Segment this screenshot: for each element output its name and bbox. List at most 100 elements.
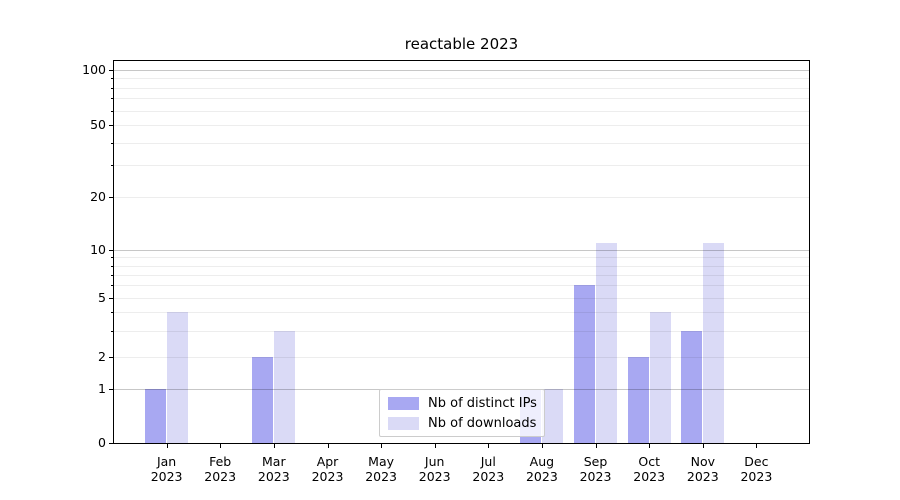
y-tick-label: 20 [90, 189, 106, 204]
x-tick-label-line: 2023 [257, 469, 290, 484]
bar-downloads [596, 242, 617, 443]
y-tick-mark [109, 298, 113, 299]
x-tick-label-line: Mar [262, 454, 286, 469]
x-tick-label-line: 2023 [525, 469, 558, 484]
gridline-minor [114, 330, 809, 332]
y-minor-tick-mark [111, 142, 113, 144]
x-tick-label-line: 2023 [204, 469, 237, 484]
x-tick-label-line: Sep [583, 454, 608, 469]
x-tick-mark [166, 444, 168, 448]
x-tick-mark [756, 444, 758, 448]
x-tick-label: Nov 2023 [675, 454, 731, 484]
x-tick-label-line: 2023 [579, 469, 612, 484]
bar-distinct-ips [252, 357, 274, 443]
x-tick-label-line: Aug [529, 454, 555, 469]
y-tick-label: 5 [98, 290, 106, 305]
x-tick-label-line: Apr [316, 454, 339, 469]
y-tick-mark [109, 197, 113, 198]
gridline-minor [114, 285, 809, 287]
x-tick-label: Jan 2023 [139, 454, 195, 484]
y-minor-tick-mark [111, 78, 113, 80]
y-minor-tick-mark [111, 165, 113, 167]
x-tick-label-line: Feb [209, 454, 232, 469]
bar-distinct-ips [574, 285, 595, 443]
y-minor-tick-mark [111, 265, 113, 267]
legend: Nb of distinct IPs Nb of downloads [379, 389, 545, 437]
bar-downloads [703, 242, 725, 443]
gridline-major [114, 250, 809, 251]
bar-distinct-ips [627, 357, 649, 443]
y-tick-mark [109, 389, 113, 390]
y-tick-label: 1 [98, 381, 106, 396]
x-tick-mark [220, 444, 222, 448]
gridline-minor [114, 257, 809, 259]
gridline-minor [114, 78, 809, 80]
gridline-minor [114, 265, 809, 267]
x-tick-label-line: 2023 [472, 469, 505, 484]
x-tick-label-line: Jun [424, 454, 445, 469]
x-tick-label-line: Jul [480, 454, 496, 469]
x-tick-label: Feb 2023 [192, 454, 248, 484]
x-tick-label-line: 2023 [150, 469, 183, 484]
x-tick-label-line: 2023 [365, 469, 397, 484]
x-tick-label-line: Nov [690, 454, 715, 469]
gridline-minor [114, 142, 809, 144]
x-tick-label-line: 2023 [311, 469, 344, 484]
x-tick-label: Apr 2023 [300, 454, 356, 484]
x-tick-label-line: Oct [638, 454, 660, 469]
x-tick-mark [434, 444, 436, 448]
x-tick-label-line: 2023 [686, 469, 719, 484]
bar-downloads [542, 389, 564, 443]
x-tick-label: Mar 2023 [246, 454, 302, 484]
gridline-minor [114, 298, 809, 299]
legend-label: Nb of downloads [428, 415, 537, 431]
bar-distinct-ips [145, 389, 167, 443]
y-minor-tick-mark [111, 87, 113, 89]
y-tick-label: 2 [98, 349, 106, 364]
gridline-minor [114, 357, 809, 358]
x-tick-label: Jun 2023 [407, 454, 463, 484]
y-tick-label: 10 [90, 242, 106, 257]
y-tick-mark [109, 250, 113, 251]
x-tick-mark [702, 444, 704, 448]
gridline-major [114, 70, 809, 71]
legend-entry-distinct-ips: Nb of distinct IPs [388, 395, 537, 411]
x-tick-label-line: May [368, 454, 395, 469]
x-tick-mark [273, 444, 275, 448]
x-tick-label: Sep 2023 [568, 454, 624, 484]
x-tick-label: Aug 2023 [514, 454, 570, 484]
x-tick-mark [381, 444, 383, 448]
x-tick-mark [649, 444, 651, 448]
x-tick-mark [595, 444, 597, 448]
x-tick-label: Dec 2023 [728, 454, 784, 484]
y-minor-tick-mark [111, 330, 113, 332]
x-tick-label-line: Dec [744, 454, 769, 469]
x-tick-mark [541, 444, 543, 448]
y-tick-label: 0 [98, 435, 106, 450]
legend-entry-downloads: Nb of downloads [388, 416, 536, 431]
x-tick-mark [488, 444, 490, 448]
x-tick-label-line: 2023 [418, 469, 451, 484]
bar-downloads [649, 312, 671, 443]
legend-swatch-downloads [388, 416, 419, 430]
y-tick-label: 50 [90, 117, 106, 132]
legend-label: Nb of distinct IPs [428, 395, 537, 411]
x-tick-label: Oct 2023 [621, 454, 677, 484]
x-tick-label-line: Jan [156, 454, 177, 469]
bar-downloads [167, 312, 189, 443]
gridline-minor [114, 274, 809, 276]
y-tick-label: 100 [82, 62, 106, 77]
gridline-minor [114, 98, 809, 100]
bar-distinct-ips [681, 330, 703, 443]
legend-swatch-ips [388, 396, 419, 410]
y-minor-tick-mark [111, 312, 113, 314]
x-tick-label: Jul 2023 [460, 454, 516, 484]
gridline-minor [114, 110, 809, 112]
y-minor-tick-mark [111, 285, 113, 287]
y-minor-tick-mark [111, 98, 113, 100]
gridline-minor [114, 312, 809, 314]
y-tick-mark [109, 125, 113, 126]
x-tick-label: May 2023 [353, 454, 409, 484]
chart-title: reactable 2023 [404, 35, 519, 53]
